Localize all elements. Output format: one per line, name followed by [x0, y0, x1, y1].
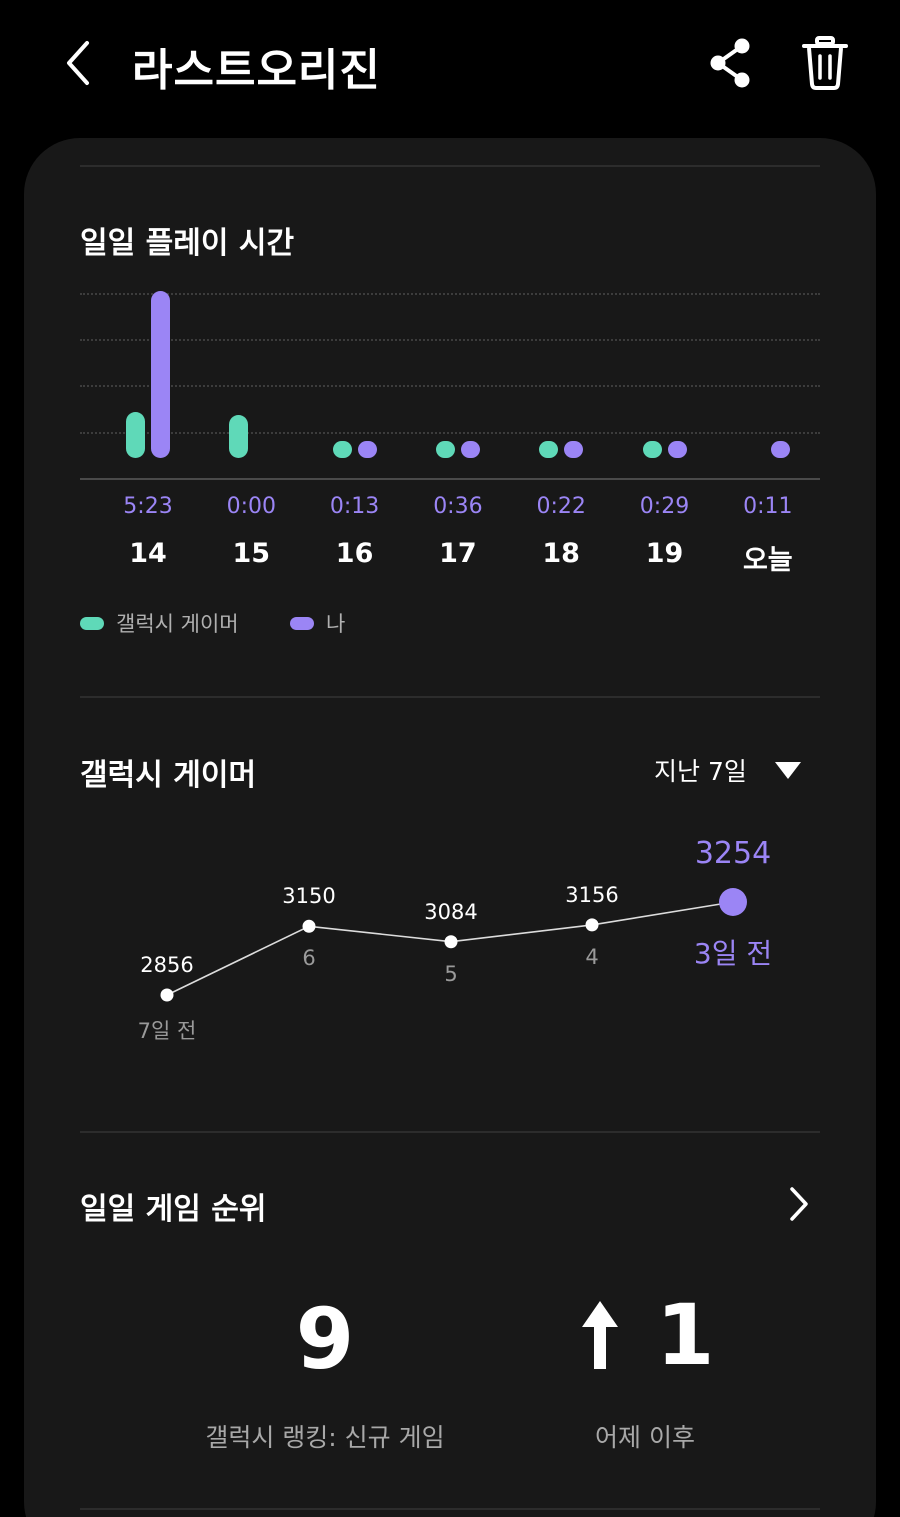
rank-point-3	[585, 918, 599, 932]
trash-icon	[802, 36, 848, 90]
period-dropdown-label: 지난 7일	[654, 757, 747, 786]
rank-point-label-0: 7일 전	[137, 1019, 197, 1043]
legend-galaxy: 갤럭시 게이머	[80, 608, 239, 638]
bar-me-3	[460, 441, 480, 458]
galaxy-gamer-line-svg	[160, 888, 747, 1002]
bar-me-5	[667, 441, 687, 458]
page-title: 라스트오리진	[132, 45, 381, 96]
time-label-1: 0:00	[226, 494, 276, 519]
bar-galaxy-3	[435, 441, 455, 458]
time-label-0: 5:23	[123, 494, 173, 519]
rank-point-value-0: 2856	[140, 953, 194, 977]
share-icon	[710, 38, 750, 88]
chevron-left-icon	[67, 41, 89, 85]
bar-galaxy-4	[539, 441, 559, 458]
divider	[80, 1131, 820, 1133]
bar-me-6	[770, 441, 790, 458]
day-label-6: 오늘	[742, 545, 793, 576]
day-label-1: 15	[232, 538, 271, 569]
bar-me-0	[151, 291, 170, 458]
divider	[80, 165, 820, 167]
period-dropdown[interactable]: 지난 7일	[654, 752, 801, 788]
share-button[interactable]	[704, 36, 756, 90]
bar-galaxy-2	[332, 441, 352, 458]
grid-line	[80, 293, 820, 295]
rank-point-label-3: 4	[585, 944, 599, 969]
legend-label-me: 나	[326, 612, 346, 636]
app-bar: 라스트오리진	[0, 0, 900, 130]
day-label-5: 19	[645, 538, 684, 569]
day-label-2: 16	[335, 538, 374, 569]
time-label-2: 0:13	[329, 494, 380, 519]
legend-swatch-me	[290, 616, 314, 630]
daily-rank-more-button[interactable]	[780, 1184, 816, 1224]
time-label-6: 0:11	[743, 494, 793, 519]
rank-point-value-4: 3254	[694, 836, 772, 871]
divider	[80, 1508, 820, 1510]
time-label-4: 0:22	[536, 494, 586, 519]
rank-point-value-3: 3156	[565, 882, 619, 907]
rank-point-value-2: 3084	[424, 899, 478, 924]
galaxy-gamer-chart: 2856 7일 전 3150 6 3084 5 3156 4 3254 3일 전	[0, 820, 900, 1060]
grid-line	[80, 385, 820, 387]
time-label-5: 0:29	[639, 494, 690, 519]
rank-point-0	[160, 988, 174, 1002]
daily-rank-title: 일일 게임 순위	[80, 1192, 267, 1227]
rank-point-value-1: 3150	[282, 884, 336, 909]
bar-galaxy-5	[642, 441, 662, 458]
bar-me-2	[357, 441, 377, 458]
grid-line	[80, 339, 820, 341]
grid-line	[80, 432, 820, 434]
rank-point-4	[719, 888, 747, 916]
rank-change-caption: 어제 이후	[595, 1423, 695, 1452]
delete-button[interactable]	[800, 34, 850, 92]
triangle-down-icon	[774, 761, 801, 779]
legend-swatch-galaxy	[80, 616, 104, 630]
rank-point-1	[302, 919, 316, 933]
day-label-4: 18	[542, 538, 580, 569]
rank-point-label-2: 5	[444, 961, 458, 986]
bar-me-4	[564, 441, 584, 458]
rank-caption: 갤럭시 랭킹: 신규 게임	[205, 1423, 445, 1452]
bar-galaxy-0	[126, 411, 145, 458]
divider	[80, 696, 820, 698]
back-button[interactable]	[50, 32, 106, 94]
bar-galaxy-1	[229, 414, 249, 458]
rank-point-label-4: 3일 전	[693, 937, 773, 970]
rank-point-label-1: 6	[302, 946, 316, 971]
rank-change-value: 1	[656, 1286, 715, 1384]
daily-play-title: 일일 플레이 시간	[80, 226, 295, 261]
legend-me: 나	[290, 608, 345, 638]
chevron-right-icon	[790, 1187, 808, 1221]
rank-value: 9	[295, 1290, 355, 1388]
rank-point-2	[444, 935, 458, 949]
day-label-3: 17	[439, 538, 477, 569]
arrow-up-icon	[582, 1301, 618, 1369]
galaxy-gamer-title: 갤럭시 게이머	[80, 758, 257, 793]
chart-baseline	[80, 478, 820, 480]
day-label-0: 14	[129, 538, 167, 569]
rank-change: 1	[580, 1286, 714, 1384]
legend-label-galaxy: 갤럭시 게이머	[116, 612, 239, 636]
time-label-3: 0:36	[433, 494, 483, 519]
